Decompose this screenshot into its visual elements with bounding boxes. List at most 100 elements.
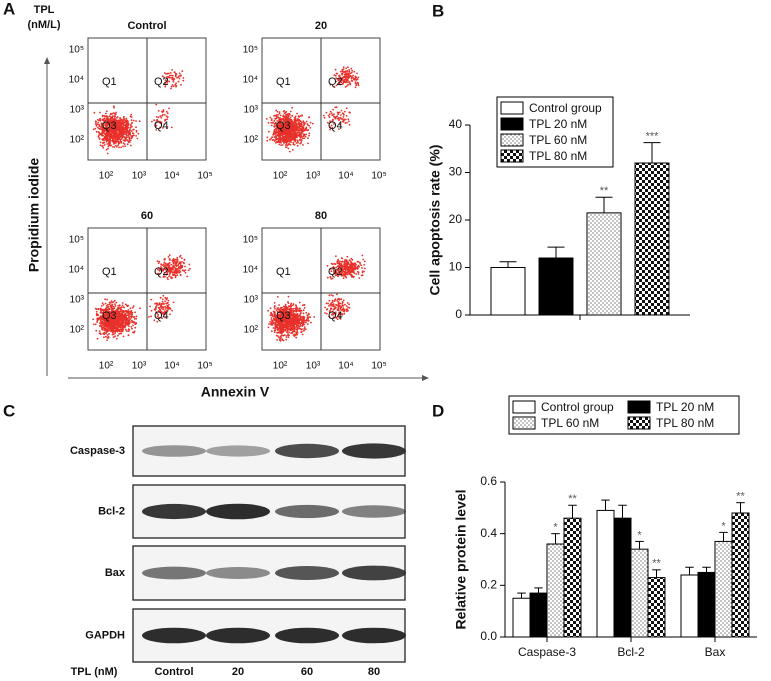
x-tick-label: 10⁴ (164, 171, 179, 182)
event-dot (308, 117, 310, 119)
event-dot (296, 330, 298, 332)
y-tick-label: 10⁵ (243, 235, 258, 246)
event-dot (107, 324, 109, 326)
event-dot (120, 136, 122, 138)
event-dot (283, 111, 285, 113)
quadrant-label: Q2 (154, 76, 169, 88)
event-dot (114, 140, 116, 142)
event-dot (182, 269, 184, 271)
event-dot (339, 299, 341, 301)
x-tick-label: 10⁵ (197, 361, 212, 372)
event-dot (163, 109, 165, 111)
event-dot (166, 115, 168, 117)
event-dot (169, 272, 171, 274)
event-dot (288, 148, 290, 150)
blot-band (275, 444, 339, 458)
y-tick-label: 20 (449, 212, 463, 226)
event-dot (112, 334, 114, 336)
y-tick-label: 30 (449, 165, 463, 179)
event-dot (295, 337, 297, 339)
event-dot (189, 264, 191, 266)
event-dot (360, 265, 362, 267)
event-dot (97, 122, 99, 124)
event-dot (131, 130, 133, 132)
event-dot (171, 277, 173, 279)
event-dot (295, 309, 297, 311)
event-dot (124, 143, 126, 145)
event-dot (123, 124, 125, 126)
event-dot (175, 277, 177, 279)
event-dot (176, 261, 178, 263)
event-dot (180, 271, 182, 273)
event-dot (285, 111, 287, 113)
event-dot (303, 135, 305, 137)
event-dot (343, 118, 345, 120)
event-dot (303, 309, 305, 311)
event-dot (107, 334, 109, 336)
event-dot (305, 129, 307, 131)
event-dot (313, 316, 315, 318)
event-dot (293, 313, 295, 315)
event-dot (288, 332, 290, 334)
event-dot (273, 120, 275, 122)
event-dot (343, 66, 345, 68)
event-dot (176, 257, 178, 259)
event-dot (276, 322, 278, 324)
event-dot (287, 326, 289, 328)
event-dot (183, 259, 185, 261)
event-dot (341, 306, 343, 308)
event-dot (299, 302, 301, 304)
event-dot (96, 311, 98, 313)
event-dot (330, 111, 332, 113)
event-dot (289, 114, 291, 116)
event-dot (102, 302, 104, 304)
event-dot (104, 324, 106, 326)
event-dot (331, 114, 333, 116)
event-dot (306, 319, 308, 321)
event-dot (95, 121, 97, 123)
event-dot (279, 326, 281, 328)
event-dot (132, 129, 134, 131)
event-dot (120, 319, 122, 321)
event-dot (329, 300, 331, 302)
event-dot (162, 299, 164, 301)
event-dot (346, 256, 348, 258)
event-dot (125, 310, 127, 312)
event-dot (109, 143, 111, 145)
event-dot (346, 308, 348, 310)
event-dot (307, 143, 309, 145)
event-dot (292, 317, 294, 319)
event-dot (181, 257, 183, 259)
y-tick-label: 10⁵ (243, 45, 258, 56)
event-dot (305, 127, 307, 129)
event-dot (296, 142, 298, 144)
event-dot (284, 334, 286, 336)
event-dot (118, 138, 120, 140)
event-dot (102, 147, 104, 149)
event-dot (170, 72, 172, 74)
event-dot (133, 321, 135, 323)
event-dot (276, 134, 278, 136)
event-dot (345, 119, 347, 121)
event-dot (272, 324, 274, 326)
event-dot (329, 113, 331, 115)
event-dot (303, 312, 305, 314)
event-dot (298, 122, 300, 124)
event-dot (168, 300, 170, 302)
event-dot (280, 340, 282, 342)
event-dot (344, 271, 346, 273)
event-dot (126, 330, 128, 332)
event-dot (114, 335, 116, 337)
event-dot (183, 262, 185, 264)
event-dot (335, 307, 337, 309)
x-tick-label: 10⁵ (197, 171, 212, 182)
event-dot (94, 112, 96, 114)
event-dot (182, 80, 184, 82)
y-tick-label: 10⁴ (69, 75, 84, 86)
event-dot (343, 76, 345, 78)
event-dot (130, 307, 132, 309)
event-dot (171, 310, 173, 312)
event-dot (288, 334, 290, 336)
event-dot (105, 303, 107, 305)
event-dot (158, 116, 160, 118)
